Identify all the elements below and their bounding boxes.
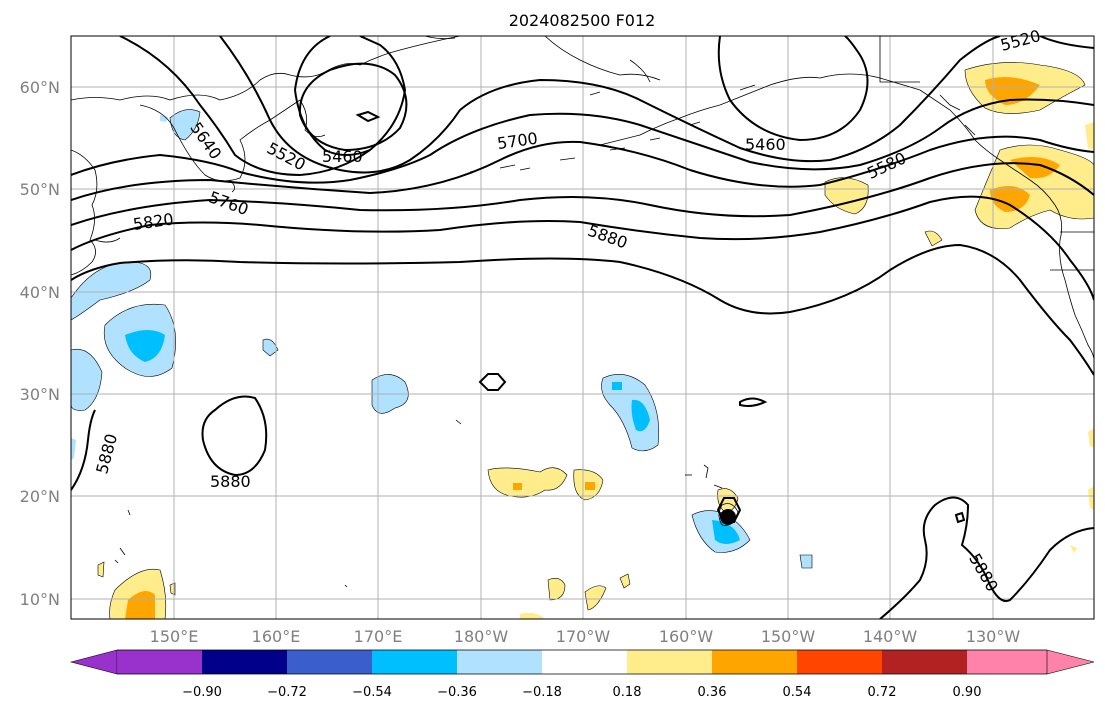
contour-label: 5880 <box>210 472 251 491</box>
colorbar-extend-high <box>1046 649 1095 675</box>
map-panel: 5640 5520 5460 5700 5460 5580 5520 5820 … <box>20 26 1095 646</box>
colorbar-ticks: −0.90 −0.72 −0.54 −0.36 −0.18 0.18 0.36 … <box>182 685 981 700</box>
lon-label: 170°E <box>354 627 403 646</box>
colorbar-segment <box>202 650 287 674</box>
colorbar-tick-label: 0.90 <box>953 685 982 700</box>
colorbar-tick-label: −0.90 <box>182 685 222 700</box>
lat-label: 40°N <box>20 283 60 302</box>
lon-label: 160°E <box>252 627 301 646</box>
colorbar-segment <box>712 650 797 674</box>
colorbar-segment <box>287 650 372 674</box>
colorbar-segment <box>372 650 457 674</box>
lon-label: 130°W <box>966 627 1021 646</box>
lon-label: 140°W <box>863 627 918 646</box>
colorbar-tick-label: 0.18 <box>613 685 642 700</box>
lon-label: 170°W <box>556 627 611 646</box>
colorbar-segment <box>117 650 202 674</box>
colorbar-tick-label: −0.36 <box>437 685 477 700</box>
lat-label: 20°N <box>20 487 60 506</box>
colorbar-tick-label: −0.54 <box>352 685 392 700</box>
lon-label: 150°E <box>150 627 199 646</box>
longitude-labels: 150°E 160°E 170°E 180°W 170°W 160°W 150°… <box>150 627 1021 646</box>
shaded-field <box>71 62 1094 619</box>
lat-label: 50°N <box>20 180 60 199</box>
latitude-labels: 60°N 50°N 40°N 30°N 20°N 10°N <box>20 78 60 609</box>
lon-label: 160°W <box>659 627 714 646</box>
colorbar-tick-label: 0.54 <box>783 685 812 700</box>
colorbar-segment <box>457 650 542 674</box>
map-title: 2024082500 F012 <box>509 11 656 30</box>
lat-label: 30°N <box>20 385 60 404</box>
coastlines <box>71 36 1094 588</box>
colorbar-tick-label: −0.18 <box>522 685 562 700</box>
colorbar: −0.90 −0.72 −0.54 −0.36 −0.18 0.18 0.36 … <box>69 649 1095 700</box>
colorbar-extend-low <box>69 649 118 675</box>
graticule <box>71 36 1094 619</box>
lon-label: 180°W <box>454 627 509 646</box>
colorbar-tick-label: 0.72 <box>868 685 897 700</box>
colorbar-segment <box>797 650 882 674</box>
colorbar-segment <box>882 650 967 674</box>
colorbar-tick-label: −0.72 <box>267 685 307 700</box>
colorbar-segment <box>627 650 712 674</box>
lon-label: 150°W <box>761 627 816 646</box>
lat-label: 10°N <box>20 590 60 609</box>
contour-label: 5460 <box>322 147 363 166</box>
lat-label: 60°N <box>20 78 60 97</box>
colorbar-segment <box>967 650 1047 674</box>
colorbar-tick-label: 0.36 <box>698 685 727 700</box>
contour-label: 5460 <box>745 135 786 154</box>
colorbar-segment <box>542 650 627 674</box>
